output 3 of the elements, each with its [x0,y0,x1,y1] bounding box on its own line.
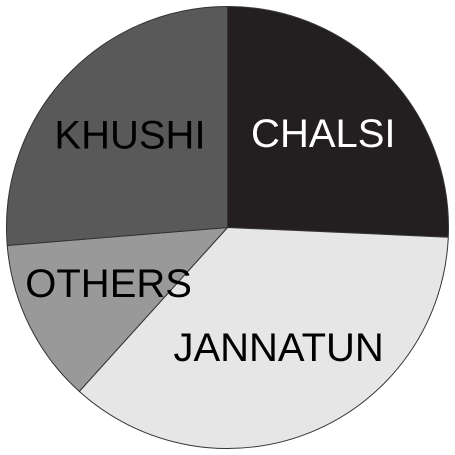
slice-label: CHALSI [251,112,396,156]
slice-label: KHUSHI [54,114,206,158]
slice-label: JANNATUN [173,326,384,370]
